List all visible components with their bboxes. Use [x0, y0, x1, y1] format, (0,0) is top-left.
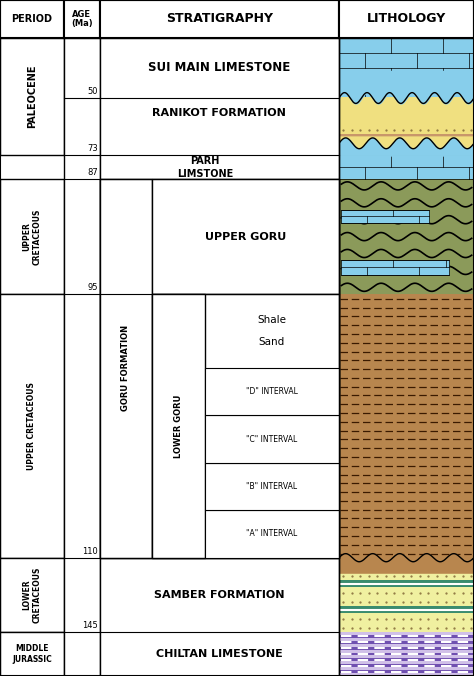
- Text: PALEOCENE: PALEOCENE: [27, 65, 37, 128]
- Text: 110: 110: [82, 547, 98, 556]
- Bar: [339, 143, 474, 153]
- Bar: [0, 179, 64, 294]
- Bar: [339, 647, 474, 650]
- Bar: [339, 137, 474, 155]
- Bar: [339, 294, 474, 558]
- Bar: [339, 38, 474, 676]
- Text: "A" INTERVAL: "A" INTERVAL: [246, 529, 298, 539]
- Bar: [205, 368, 339, 415]
- Text: 145: 145: [82, 621, 98, 630]
- Text: LITHOLOGY: LITHOLOGY: [367, 12, 446, 26]
- Text: SUI MAIN LIMESTONE: SUI MAIN LIMESTONE: [148, 62, 291, 74]
- Text: CHILTAN LIMESTONE: CHILTAN LIMESTONE: [156, 649, 283, 659]
- Bar: [205, 415, 339, 463]
- Text: PARH
LIMSTONE: PARH LIMSTONE: [177, 156, 233, 178]
- Text: UPPER GORU: UPPER GORU: [205, 232, 286, 241]
- Text: AGE
(Ma): AGE (Ma): [71, 9, 92, 28]
- Bar: [339, 146, 474, 153]
- Text: LOWER GORU: LOWER GORU: [174, 394, 183, 458]
- Text: 50: 50: [88, 87, 98, 96]
- Bar: [339, 125, 474, 135]
- Bar: [339, 179, 474, 294]
- Text: 73: 73: [87, 145, 98, 153]
- Text: 87: 87: [87, 168, 98, 177]
- Bar: [205, 510, 339, 558]
- Bar: [339, 658, 474, 661]
- Bar: [152, 179, 339, 294]
- Bar: [100, 179, 339, 558]
- Text: Shale: Shale: [257, 315, 286, 325]
- Bar: [100, 0, 339, 38]
- Text: Sand: Sand: [259, 337, 285, 347]
- Text: MIDDLE
JURASSIC: MIDDLE JURASSIC: [12, 644, 52, 664]
- Bar: [64, 38, 100, 676]
- Bar: [0, 38, 64, 155]
- Text: PERIOD: PERIOD: [11, 14, 53, 24]
- Text: "D" INTERVAL: "D" INTERVAL: [246, 387, 298, 396]
- Text: UPPER
CRETACEOUS: UPPER CRETACEOUS: [22, 208, 42, 265]
- Bar: [339, 670, 474, 673]
- Text: GORU FORMATION: GORU FORMATION: [121, 325, 130, 412]
- Bar: [152, 294, 205, 558]
- Bar: [339, 652, 474, 656]
- Bar: [100, 38, 339, 676]
- Text: STRATIGRAPHY: STRATIGRAPHY: [166, 12, 273, 26]
- Bar: [341, 260, 449, 274]
- Bar: [0, 558, 64, 632]
- Bar: [339, 641, 474, 644]
- Bar: [341, 210, 429, 223]
- Bar: [339, 665, 474, 667]
- Text: "B" INTERVAL: "B" INTERVAL: [246, 482, 298, 491]
- Bar: [339, 580, 474, 587]
- Bar: [339, 137, 474, 146]
- Text: UPPER CRETACEOUS: UPPER CRETACEOUS: [27, 382, 36, 470]
- Bar: [0, 0, 64, 38]
- Bar: [339, 558, 474, 632]
- Bar: [0, 294, 64, 558]
- Bar: [339, 155, 474, 179]
- Bar: [339, 135, 474, 137]
- Bar: [0, 632, 64, 676]
- Bar: [339, 632, 474, 676]
- Text: SAMBER FORMATION: SAMBER FORMATION: [154, 590, 284, 600]
- Bar: [339, 38, 474, 98]
- Text: LOWER
CRETACEOUS: LOWER CRETACEOUS: [22, 566, 42, 623]
- Text: "C" INTERVAL: "C" INTERVAL: [246, 435, 298, 443]
- Bar: [100, 179, 152, 558]
- Bar: [339, 97, 474, 125]
- Text: RANIKOT FORMATION: RANIKOT FORMATION: [152, 108, 286, 118]
- Bar: [205, 463, 339, 510]
- Bar: [339, 557, 474, 573]
- Bar: [339, 606, 474, 614]
- Bar: [152, 294, 339, 558]
- Bar: [339, 635, 474, 638]
- Bar: [64, 0, 100, 38]
- Text: 95: 95: [88, 283, 98, 292]
- Bar: [339, 0, 474, 38]
